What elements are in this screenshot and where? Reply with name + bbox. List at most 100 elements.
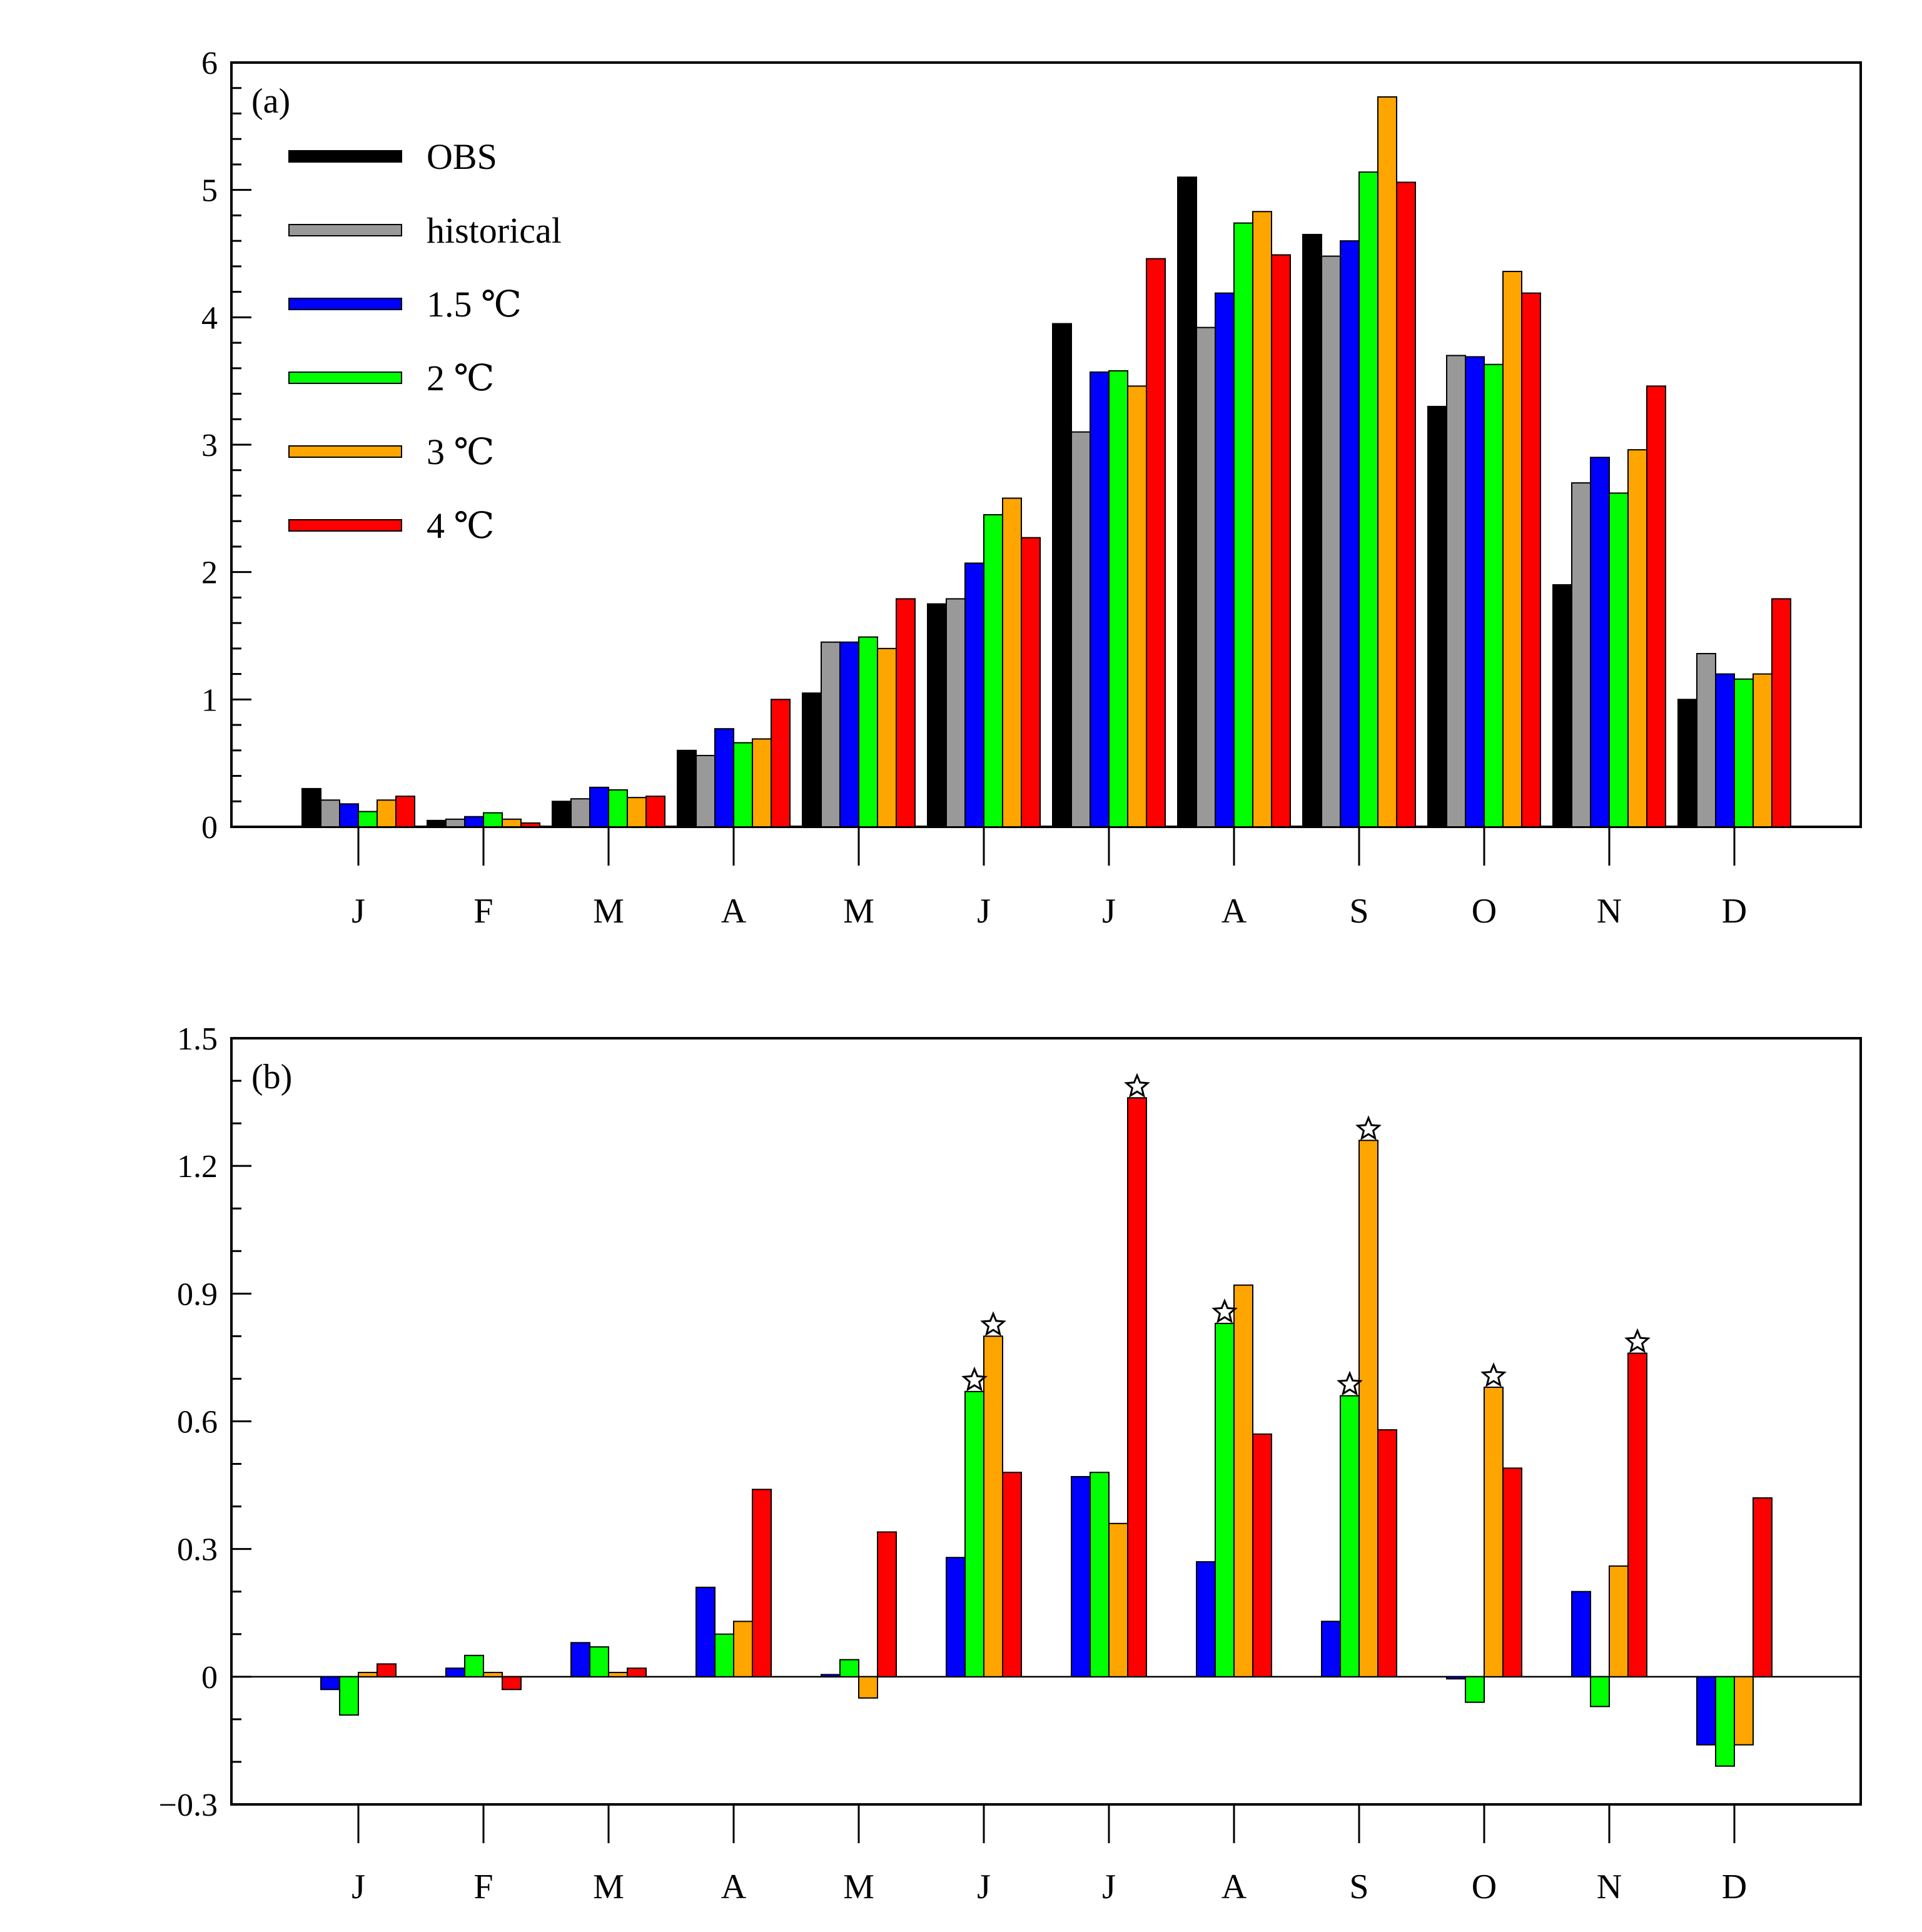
- bar: [983, 514, 1003, 827]
- bar: [1215, 1322, 1235, 1677]
- bar: [320, 799, 340, 827]
- bar: [1502, 1467, 1522, 1677]
- bar: [1502, 271, 1522, 828]
- x-tick-label: S: [1349, 1868, 1368, 1906]
- bar: [1696, 653, 1716, 827]
- significance-star: [1355, 1115, 1382, 1141]
- bar: [1753, 1497, 1773, 1677]
- bar: [1484, 363, 1504, 827]
- bar: [427, 819, 447, 827]
- legend-label: 1.5 ℃: [427, 284, 522, 325]
- bar: [589, 786, 609, 827]
- x-tick-label: M: [593, 892, 624, 931]
- y-tick-label: 0.6: [177, 1405, 218, 1440]
- bar: [320, 1676, 340, 1691]
- bar: [877, 647, 897, 828]
- bar: [1646, 385, 1666, 827]
- bar: [589, 1646, 609, 1677]
- panel-a-chart: 0 1 2 3 4 5 6 J F M A M J J A S O N D (a) OBS historical 1.5 ℃…: [201, 46, 1862, 931]
- bar: [1771, 598, 1791, 827]
- x-tick-label: J: [352, 892, 365, 931]
- bar: [821, 641, 841, 828]
- bar: [377, 799, 397, 827]
- significance-star: [1211, 1298, 1238, 1323]
- bar: [1753, 673, 1773, 827]
- bar: [802, 692, 822, 828]
- bar: [964, 562, 984, 827]
- legend-swatch: [288, 150, 402, 163]
- bar: [771, 699, 791, 828]
- bar: [714, 1633, 734, 1677]
- bar: [1340, 1395, 1360, 1677]
- bar: [1108, 370, 1128, 827]
- bar: [1021, 537, 1041, 828]
- bar: [964, 1390, 984, 1677]
- bar: [358, 1672, 378, 1677]
- bar: [1090, 1472, 1110, 1677]
- significance-star: [980, 1311, 1006, 1337]
- bar: [946, 1557, 966, 1677]
- bar: [301, 787, 321, 828]
- bar: [1002, 497, 1022, 827]
- y-tick-label: 6: [201, 46, 218, 81]
- bar: [395, 796, 415, 827]
- bar: [502, 818, 522, 828]
- bar: [695, 1586, 716, 1677]
- legend-swatch: [288, 519, 402, 532]
- bar: [1427, 405, 1447, 827]
- legend-label: 3 ℃: [427, 432, 494, 472]
- bar: [627, 797, 647, 827]
- legend-label: 2 ℃: [427, 358, 494, 398]
- legend-label: historical: [427, 210, 562, 251]
- bar: [1696, 1676, 1716, 1746]
- bar: [1590, 457, 1610, 827]
- bar: [1590, 1676, 1610, 1707]
- bar: [1396, 181, 1416, 827]
- x-tick-label: N: [1597, 892, 1622, 931]
- y-tick-label: 2: [201, 555, 218, 591]
- legend-swatch: [288, 445, 402, 458]
- panel-label: (a): [251, 82, 290, 121]
- bar: [1127, 385, 1147, 827]
- bar: [1377, 1429, 1397, 1677]
- bar: [983, 1335, 1003, 1677]
- bar: [1484, 1387, 1504, 1677]
- bar: [1571, 1591, 1591, 1677]
- bar: [1465, 1676, 1485, 1703]
- bar: [645, 796, 665, 827]
- x-tick-label: F: [473, 1868, 493, 1906]
- y-tick-label: 3: [201, 428, 218, 463]
- significance-star: [1124, 1073, 1150, 1098]
- bar: [502, 1676, 522, 1691]
- y-tick-label: 1.5: [177, 1021, 218, 1057]
- legend-swatch: [288, 224, 402, 236]
- bar: [1052, 323, 1072, 827]
- x-tick-label: M: [843, 1868, 874, 1906]
- bar: [839, 1659, 859, 1677]
- bar: [339, 803, 359, 827]
- bar: [927, 603, 947, 827]
- bar: [1233, 1284, 1253, 1677]
- x-tick-label: O: [1472, 892, 1497, 931]
- bar: [1677, 699, 1697, 828]
- legend-swatch: [288, 372, 402, 384]
- x-tick-label: O: [1472, 1868, 1497, 1906]
- bar: [483, 1672, 503, 1677]
- bar: [1627, 449, 1647, 827]
- bar: [1715, 1676, 1735, 1767]
- y-tick-label: 5: [201, 173, 218, 209]
- panel-label: (b): [251, 1058, 292, 1096]
- bar: [733, 742, 753, 827]
- significance-star: [961, 1366, 988, 1392]
- bar: [946, 598, 966, 827]
- bar: [733, 1621, 753, 1677]
- y-tick-label: 0.9: [177, 1277, 218, 1312]
- bar: [1552, 584, 1572, 827]
- x-tick-label: A: [721, 892, 747, 931]
- bar: [1734, 678, 1754, 828]
- bar: [1571, 482, 1591, 827]
- plot-frame: [230, 1037, 1862, 1806]
- bar: [464, 816, 484, 827]
- x-tick-label: D: [1722, 1868, 1747, 1906]
- significance-star: [1480, 1362, 1507, 1387]
